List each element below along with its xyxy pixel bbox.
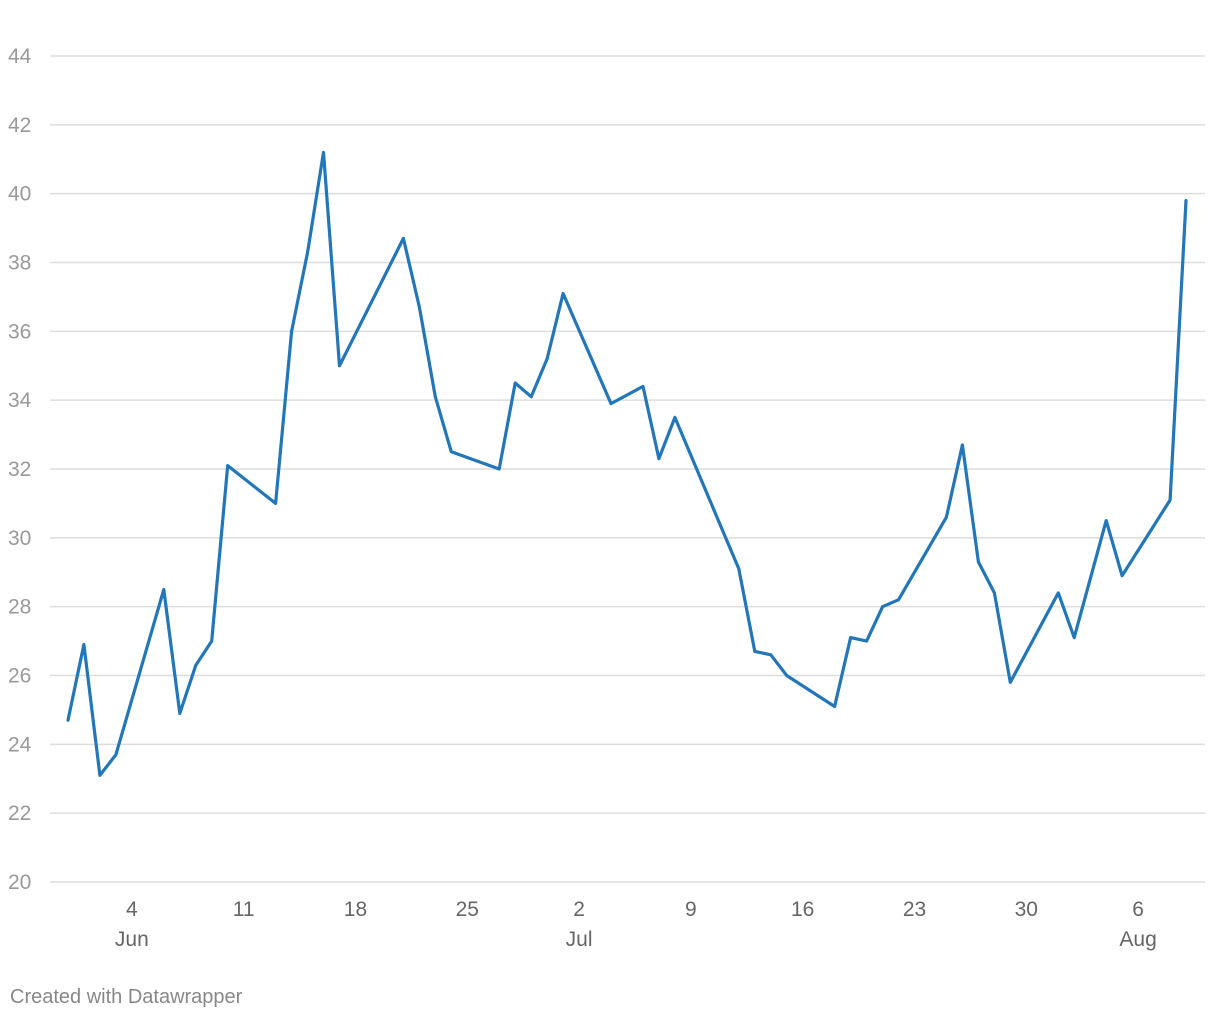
data-point [529, 395, 533, 399]
y-tick-label: 24 [8, 733, 32, 756]
y-tick-label: 32 [8, 458, 31, 481]
x-month-label: Jun [115, 928, 149, 951]
data-point [210, 639, 214, 643]
x-tick-label: 6 [1132, 898, 1144, 921]
data-point [897, 598, 901, 602]
data-point [737, 567, 741, 571]
data-point [976, 560, 980, 564]
data-point [865, 639, 869, 643]
data-point [306, 250, 310, 254]
y-tick-label: 36 [8, 320, 31, 343]
data-point [1056, 591, 1060, 595]
data-point [162, 587, 166, 591]
credit-footer: Created with Datawrapper [10, 986, 243, 1008]
data-point [944, 515, 948, 519]
series-layer [66, 150, 1188, 777]
data-point [960, 443, 964, 447]
y-tick-label: 26 [8, 665, 31, 688]
data-point [417, 305, 421, 309]
data-point [657, 457, 661, 461]
data-point [178, 711, 182, 715]
x-tick-label: 25 [456, 898, 479, 921]
data-point [641, 384, 645, 388]
data-point [497, 467, 501, 471]
data-point [1008, 680, 1012, 684]
y-axis: 20 22 24 26 28 30 32 34 36 38 40 42 44 [8, 45, 32, 894]
data-point [785, 674, 789, 678]
series-line [66, 150, 1188, 777]
data-point [401, 236, 405, 240]
x-month-label: Jul [566, 928, 593, 951]
data-point [1184, 199, 1188, 203]
data-point [194, 663, 198, 667]
data-point [1088, 577, 1092, 581]
x-month-label: Aug [1119, 928, 1156, 951]
data-point [721, 529, 725, 533]
x-axis: 4 Jun 11 18 25 2 Jul 9 16 23 30 6 Aug [115, 898, 1157, 951]
data-point [753, 649, 757, 653]
y-tick-label: 38 [8, 252, 31, 275]
data-point [338, 364, 342, 368]
y-tick-label: 42 [8, 114, 31, 137]
data-point [274, 501, 278, 505]
x-tick-label: 18 [344, 898, 367, 921]
x-tick-label: 11 [233, 898, 255, 921]
x-tick-label: 23 [903, 898, 926, 921]
data-point [545, 357, 549, 361]
y-tick-label: 22 [8, 802, 31, 825]
data-point [226, 464, 230, 468]
x-tick-label: 16 [791, 898, 814, 921]
data-point [769, 653, 773, 657]
y-tick-label: 34 [8, 389, 32, 412]
data-point [114, 753, 118, 757]
data-point [1168, 498, 1172, 502]
data-point [609, 402, 613, 406]
y-tick-label: 20 [8, 871, 31, 894]
data-point [66, 718, 70, 722]
data-point [449, 450, 453, 454]
data-point [1072, 636, 1076, 640]
data-point [833, 704, 837, 708]
y-tick-label: 40 [8, 183, 31, 206]
x-tick-label: 30 [1015, 898, 1038, 921]
data-point [82, 643, 86, 647]
data-point [1104, 519, 1108, 523]
data-point [1120, 574, 1124, 578]
data-point [992, 591, 996, 595]
data-point [513, 381, 517, 385]
data-point [673, 415, 677, 419]
y-tick-label: 28 [8, 596, 31, 619]
y-tick-label: 30 [8, 527, 31, 550]
line-chart: 20 22 24 26 28 30 32 34 36 38 40 42 44 4 Jun 11 18 25 2 Ju… [8, 45, 1205, 951]
grid-layer [50, 55, 1205, 883]
data-point [561, 291, 565, 295]
data-point [322, 150, 326, 154]
x-tick-label: 2 [573, 898, 585, 921]
y-tick-label: 44 [8, 45, 32, 68]
x-tick-label: 9 [685, 898, 697, 921]
x-tick-label: 4 [126, 898, 138, 921]
data-point [290, 329, 294, 333]
data-point [849, 636, 853, 640]
data-point [98, 773, 102, 777]
data-point [881, 605, 885, 609]
data-point [433, 395, 437, 399]
